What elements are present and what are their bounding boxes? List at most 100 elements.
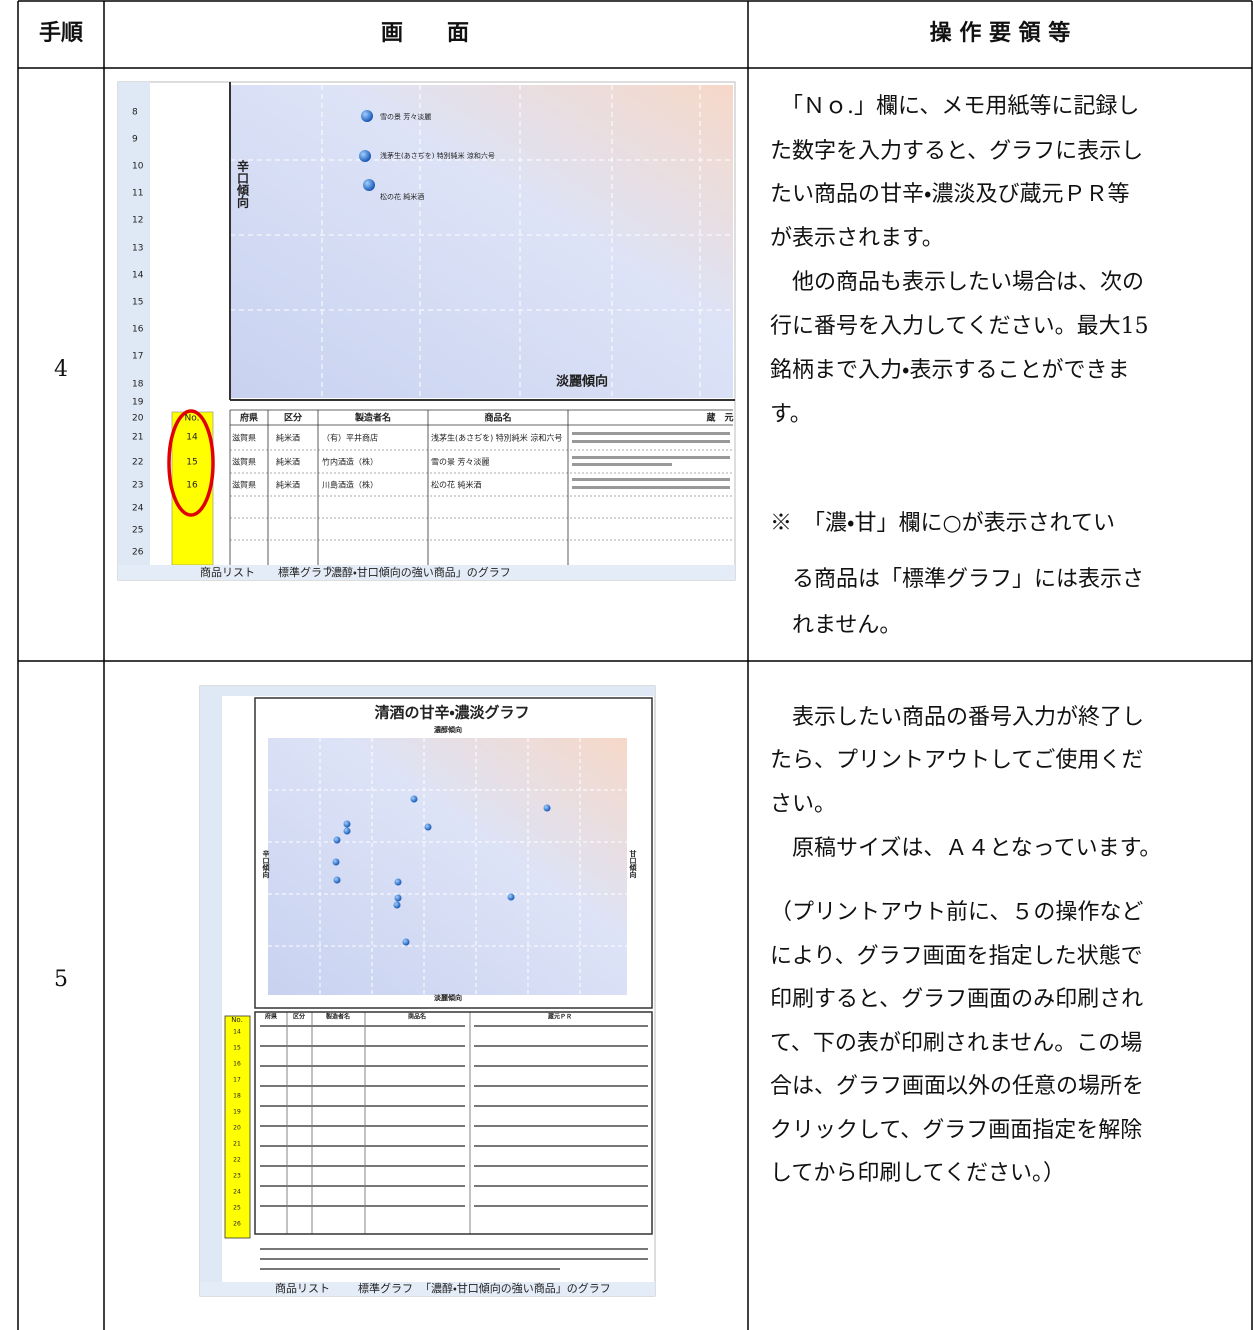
table-cell: 滋賀県 bbox=[232, 457, 256, 467]
row-number: 23 bbox=[132, 481, 143, 491]
row-number: 22 bbox=[132, 458, 143, 468]
paragraph-line: （プリントアウト前に、５の操作など bbox=[770, 900, 1143, 925]
table-cell: 雪の景 芳々淡麗 bbox=[431, 457, 490, 467]
no-value: 14 bbox=[186, 433, 198, 443]
paragraph-line: クリックして、グラフ画面指定を解除 bbox=[770, 1118, 1142, 1143]
table-cell: 滋賀県 bbox=[232, 480, 256, 490]
point-label: 浅茅生(あさぢを) 特別純米 涼和六号 bbox=[380, 151, 495, 160]
no-value: 16 bbox=[233, 1061, 241, 1068]
axis-label: 甘口傾向 bbox=[629, 849, 638, 879]
no-value: 16 bbox=[186, 481, 198, 491]
no-header: No. bbox=[231, 1016, 243, 1024]
row-number: 19 bbox=[132, 398, 144, 408]
paragraph-line: たい商品の甘辛・濃淡及び蔵元ＰＲ等 bbox=[770, 182, 1129, 207]
paragraph-line: て、下の表が印刷されません。この場 bbox=[770, 1031, 1142, 1056]
sheet-tab: 商品リスト bbox=[200, 566, 255, 579]
row-number: 11 bbox=[132, 189, 143, 199]
table-header: 区分 bbox=[293, 1013, 306, 1021]
no-value: 25 bbox=[233, 1205, 241, 1212]
no-value: 14 bbox=[233, 1029, 241, 1036]
table-cell: 松の花 純米酒 bbox=[431, 480, 482, 490]
table-cell: （有）平井商店 bbox=[322, 433, 378, 443]
no-value: 17 bbox=[233, 1077, 241, 1084]
paragraph-line: 原稿サイズは、Ａ４となっています。 bbox=[770, 836, 1161, 861]
table-header: 製造者名 bbox=[354, 412, 391, 424]
table-cell: 川島酒造（株） bbox=[322, 480, 378, 490]
table-cell: 竹内酒造（株） bbox=[322, 457, 378, 467]
no-value: 24 bbox=[233, 1189, 241, 1196]
sheet-tab: 「濃醇・甘口傾向の強い商品」のグラフ bbox=[420, 1281, 611, 1295]
step-number: 5 bbox=[54, 967, 68, 992]
no-value: 15 bbox=[233, 1045, 241, 1052]
row-number: 9 bbox=[132, 135, 138, 145]
row-number: 16 bbox=[132, 325, 144, 335]
no-value: 18 bbox=[233, 1093, 241, 1100]
axis-label: 辛口傾向 bbox=[262, 849, 271, 879]
paragraph-line: す。 bbox=[770, 402, 812, 427]
table-frame bbox=[17, 0, 1253, 1330]
header-screen: 画 面 bbox=[381, 21, 469, 46]
point-label: 松の花 純米酒 bbox=[380, 192, 424, 201]
no-value: 15 bbox=[186, 458, 197, 468]
row-number: 8 bbox=[132, 108, 138, 118]
table-header: 蔵 元 bbox=[706, 412, 733, 424]
table-header: 府県 bbox=[265, 1013, 277, 1021]
paragraph-line: さい。 bbox=[770, 792, 836, 817]
axis-label: 淡麗傾向 bbox=[556, 374, 608, 390]
table-header: 蔵元ＰＲ bbox=[547, 1013, 572, 1021]
screenshot bbox=[199, 685, 656, 1297]
paragraph-line: が表示されます。 bbox=[770, 226, 944, 251]
row-number: 20 bbox=[132, 414, 144, 424]
row-number: 21 bbox=[132, 433, 143, 443]
table-cell: 滋賀県 bbox=[232, 433, 256, 443]
row-number: 12 bbox=[132, 216, 143, 226]
paragraph-line: る商品は「標準グラフ」には表示さ bbox=[770, 567, 1144, 592]
no-value: 21 bbox=[233, 1141, 241, 1148]
paragraph-line: により、グラフ画面を指定した状態で bbox=[770, 944, 1143, 969]
row-number: 25 bbox=[132, 526, 143, 536]
screenshot bbox=[117, 81, 736, 581]
header-operation: 操 作 要 領 等 bbox=[930, 20, 1071, 46]
table-cell: 純米酒 bbox=[276, 480, 300, 490]
no-value: 26 bbox=[233, 1221, 241, 1228]
row-number: 10 bbox=[132, 162, 144, 172]
table-cell: 浅茅生(あさぢを) 特別純米 涼和六号 bbox=[431, 433, 562, 443]
header-step: 手順 bbox=[39, 21, 84, 46]
paragraph-line: た数字を入力すると、グラフに表示し bbox=[770, 139, 1143, 164]
paragraph-line: 行に番号を入力してください。最大15 bbox=[770, 314, 1149, 339]
table-header: 商品名 bbox=[408, 1013, 426, 1021]
paragraph-line: ※ 「濃・甘」欄に○が表示されてい bbox=[770, 511, 1115, 536]
table-cell: 純米酒 bbox=[276, 457, 300, 467]
point-label: 雪の景 芳々淡麗 bbox=[380, 112, 431, 121]
row-number: 26 bbox=[132, 548, 144, 558]
sheet-tab: 標準グラフ bbox=[278, 565, 333, 579]
table-cell: 純米酒 bbox=[276, 433, 300, 443]
no-value: 20 bbox=[233, 1125, 241, 1132]
paragraph-line: 合は、グラフ画面以外の任意の場所を bbox=[770, 1074, 1144, 1099]
axis-label: 淡麗傾向 bbox=[434, 993, 462, 1002]
sheet-tab: 標準グラフ bbox=[358, 1281, 413, 1295]
paragraph-line: してから印刷してください。） bbox=[770, 1161, 1065, 1186]
table-header: 府県 bbox=[239, 412, 258, 424]
paragraph-line: れません。 bbox=[770, 613, 901, 638]
sheet-tab: 商品リスト bbox=[275, 1282, 330, 1295]
table-header: 商品名 bbox=[484, 412, 511, 424]
no-value: 23 bbox=[233, 1173, 241, 1180]
table-header: 区分 bbox=[284, 412, 303, 424]
paragraph-line: たら、プリントアウトしてご使用くだ bbox=[770, 748, 1143, 773]
row-number: 18 bbox=[132, 380, 144, 390]
paragraph-line: 表示したい商品の番号入力が終了し bbox=[770, 705, 1144, 730]
paragraph-line: 印刷すると、グラフ画面のみ印刷され bbox=[770, 987, 1143, 1012]
no-header: No. bbox=[185, 414, 200, 424]
table-header: 製造者名 bbox=[325, 1013, 350, 1021]
chart-title: 清酒の甘辛・濃淡グラフ bbox=[374, 704, 529, 722]
no-value: 22 bbox=[233, 1157, 241, 1164]
row-number: 14 bbox=[132, 271, 144, 281]
paragraph-line: 「Ｎｏ.」欄に、メモ用紙等に記録し bbox=[770, 94, 1139, 119]
paragraph-line: 他の商品も表示したい場合は、次の bbox=[770, 270, 1144, 295]
axis-label: 濃醇傾向 bbox=[434, 725, 462, 734]
row-number: 13 bbox=[132, 244, 143, 254]
paragraph-line: 銘柄まで入力・表示することができま bbox=[770, 358, 1129, 383]
